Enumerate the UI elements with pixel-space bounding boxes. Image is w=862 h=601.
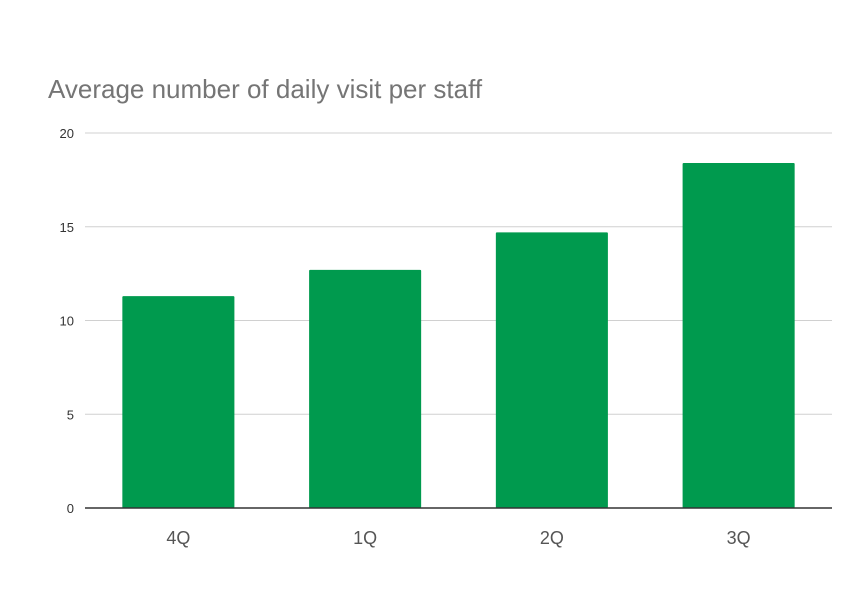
x-tick-label: 1Q [353,528,377,548]
x-tick-label: 3Q [727,528,751,548]
y-axis-ticks: 0 5 10 15 20 [60,126,74,516]
x-tick-label: 4Q [166,528,190,548]
bar-3q [682,163,795,508]
bar-4q [122,296,235,508]
y-tick-label: 5 [67,407,74,422]
y-tick-label: 20 [60,126,74,141]
y-tick-label: 0 [67,501,74,516]
bar-1q [309,269,422,508]
chart-title: Average number of daily visit per staff [48,74,483,104]
y-tick-label: 10 [60,314,74,329]
y-tick-label: 15 [60,220,74,235]
x-tick-label: 2Q [540,528,564,548]
bar-2q [495,232,608,508]
x-axis-ticks: 4Q 1Q 2Q 3Q [166,528,750,548]
bars [122,163,795,508]
